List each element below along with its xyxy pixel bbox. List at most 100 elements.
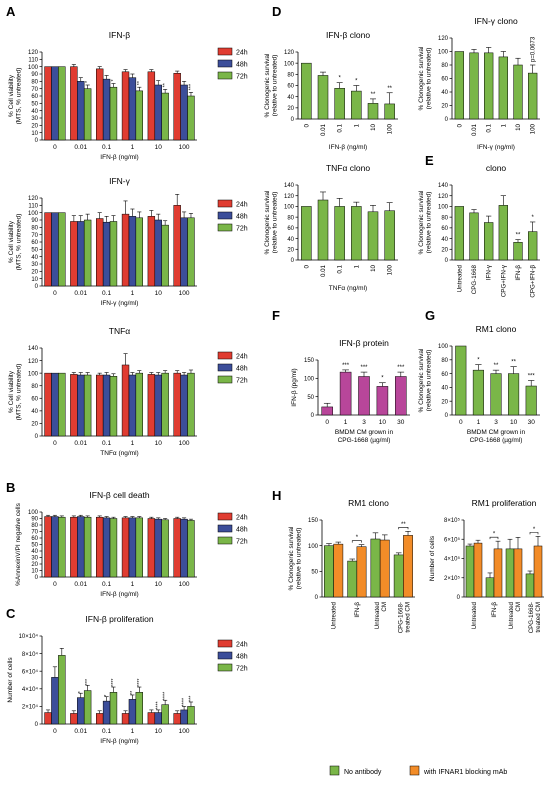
bar-48h <box>51 516 59 578</box>
legend-label: 24h <box>236 202 248 209</box>
bar <box>367 211 379 261</box>
panel-letter: E <box>425 153 434 168</box>
x-tick-label: 0.1 <box>102 440 111 447</box>
x-axis-label: IFN-β (ng/ml) <box>100 154 138 161</box>
bar-72h <box>187 706 195 725</box>
y-tick-label: 150 <box>304 358 315 364</box>
y-axis-label: % Clonogenic survival(relative to untrea… <box>264 53 279 118</box>
y-tick-label: 110 <box>28 204 38 210</box>
significance-label: ** <box>163 82 169 87</box>
y-tick-label: 100 <box>308 544 319 550</box>
y-tick-label: 4×10⁵ <box>444 556 461 563</box>
bar-48h <box>154 374 162 437</box>
y-axis-label: % Cell viability(MTS, % untreated) <box>8 364 23 421</box>
y-tick-label: 8×10⁵ <box>444 517 461 524</box>
significance-label: **** <box>156 700 162 709</box>
x-tick-label: Untreated <box>331 601 338 629</box>
legend-label: 48h <box>236 527 248 534</box>
bar-48h <box>180 217 188 287</box>
significance-label: *** <box>85 678 91 685</box>
y-tick-label: 0 <box>445 117 449 123</box>
y-tick-label: 80 <box>441 358 448 364</box>
x-axis-label: IFN-β (ng/ml) <box>100 591 138 598</box>
x-tick-label: CPG-1668-treated CM <box>397 602 411 633</box>
bar-with-ifnar1-blocking-mab <box>473 542 483 598</box>
x-axis-label: BMDM CM grown in <box>335 429 394 436</box>
chart-h1: H RM1 clono 0 50 100 150 % Clonogenic survival… <box>272 488 415 633</box>
y-tick-label: 4×10⁴ <box>22 686 39 693</box>
legend-swatch-24h <box>217 47 233 56</box>
y-tick-label: 60 <box>441 77 448 83</box>
bar-48h <box>128 374 137 437</box>
x-tick-label: 100 <box>179 144 190 151</box>
bar-24h <box>70 221 78 287</box>
bar-72h <box>135 517 144 578</box>
y-axis-label: % Clonogenic survival(relative to untrea… <box>288 526 303 591</box>
y-tick-label: 2×10⁴ <box>22 704 39 711</box>
y-tick-label: 30 <box>31 116 38 122</box>
y-tick-label: 80 <box>287 215 294 221</box>
bar-24h <box>121 713 130 725</box>
bar-48h <box>128 77 137 141</box>
x-tick-label: 0 <box>456 123 463 127</box>
y-tick-label: 20 <box>31 124 38 130</box>
y-tick-label: 90 <box>31 218 38 224</box>
significance-label: ** <box>494 363 499 369</box>
y-tick-label: 120 <box>28 359 39 365</box>
x-axis-label: IFN-γ (ng/ml) <box>101 300 139 307</box>
y-axis-label: IFN-β (pg/ml) <box>291 368 298 406</box>
y-tick-label: 100 <box>28 65 39 71</box>
chart-title: clono <box>486 163 507 173</box>
y-tick-label: 50 <box>307 395 314 401</box>
legend-label: 48h <box>236 366 248 373</box>
x-tick-label: IFN-β <box>354 602 361 618</box>
x-tick-label: 100 <box>179 290 190 297</box>
x-axis-label: TNFα (ng/ml) <box>100 450 138 457</box>
bar-48h <box>154 219 162 287</box>
bar-72h <box>58 655 66 725</box>
bar-48h <box>51 66 59 141</box>
bar <box>317 75 329 120</box>
y-tick-label: 20 <box>287 106 294 112</box>
y-tick-label: 90 <box>31 517 38 523</box>
chart-title: RM1 proliferation <box>472 498 537 508</box>
significance-label: * <box>493 532 496 538</box>
y-tick-label: 70 <box>31 530 38 536</box>
bar-with-ifnar1-blocking-mab <box>403 535 413 598</box>
bar-with-ifnar1-blocking-mab <box>356 546 367 598</box>
chart-title: IFN-β clono <box>326 30 370 40</box>
bar-24h <box>96 374 104 437</box>
x-tick-label: 100 <box>179 581 190 588</box>
bar-48h <box>154 712 162 725</box>
y-tick-label: 120 <box>28 50 39 56</box>
bar-24h <box>70 66 78 141</box>
panel-letter: B <box>6 480 15 495</box>
y-tick-label: 6×10⁴ <box>22 668 39 675</box>
bar <box>317 199 329 261</box>
legend-swatch-ifnar1-mab <box>409 765 420 776</box>
panel-letter: G <box>425 308 435 323</box>
significance-label: *** <box>188 83 194 90</box>
y-tick-label: 40 <box>31 109 38 115</box>
legend-label: 24h <box>236 515 248 522</box>
y-tick-label: 40 <box>441 90 448 96</box>
x-tick-label: 0.01 <box>471 123 478 136</box>
bar-24h <box>121 517 130 578</box>
bar-72h <box>58 66 66 141</box>
x-tick-label: 1 <box>131 144 135 151</box>
y-tick-label: 2×10⁵ <box>444 575 461 582</box>
x-axis-label: IFN-γ (ng/ml) <box>477 144 515 151</box>
bar-48h <box>180 84 188 141</box>
bar-72h <box>109 221 118 287</box>
y-tick-label: 40 <box>441 237 448 243</box>
legend-label: 48h <box>236 654 248 661</box>
x-tick-label: CPG-1668-treated CM <box>528 602 542 633</box>
bar-24h <box>121 213 130 287</box>
bar-72h <box>58 212 66 287</box>
x-tick-label: CPG+IFN-β <box>530 265 537 298</box>
panel-letter: H <box>272 488 281 503</box>
legend-swatch-72h <box>217 375 233 384</box>
significance-bracket <box>398 526 409 530</box>
significance-bracket <box>529 532 539 535</box>
